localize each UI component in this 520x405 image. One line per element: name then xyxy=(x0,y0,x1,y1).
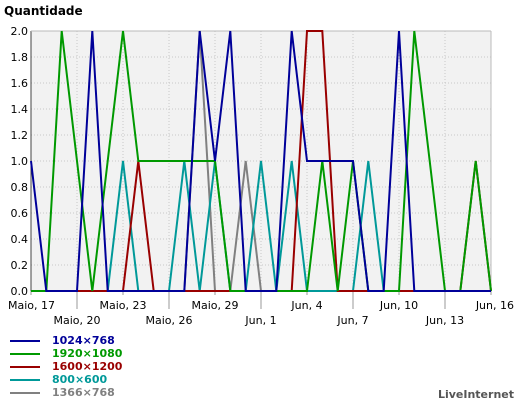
y-tick-label: 0.2 xyxy=(11,259,29,272)
x-tick-label: Maio, 17 xyxy=(8,299,55,312)
series-line-1024-768 xyxy=(30,30,491,292)
legend-item: 800×600 xyxy=(10,373,122,386)
y-tick-label: 0.0 xyxy=(11,285,29,298)
credit-text: LiveInternet xyxy=(437,388,514,401)
y-tick-label: 1.2 xyxy=(11,129,29,142)
chart-legend: 1024×768 1920×1080 1600×1200 800×600 1366×76… xyxy=(10,334,122,399)
x-tick-label: Maio, 23 xyxy=(99,299,146,312)
x-tick-label: Maio, 20 xyxy=(53,314,100,327)
y-tick-label: 1.8 xyxy=(11,51,29,64)
legend-item: 1366×768 xyxy=(10,386,122,399)
legend-swatch xyxy=(10,391,40,394)
x-tick-label: Jun, 13 xyxy=(425,314,464,327)
legend-item: 1024×768 xyxy=(10,334,122,347)
chart-plot: 0.0 0.2 0.4 0.6 0.8 1.0 1.2 1.4 1.6 1.8 2.0 Maio, 1… xyxy=(8,25,514,327)
legend-label: 800×600 xyxy=(52,373,108,386)
y-tick-label: 1.6 xyxy=(11,77,29,90)
x-tick-label: Jun, 7 xyxy=(336,314,368,327)
legend-swatch xyxy=(10,352,40,355)
legend-label: 1920×1080 xyxy=(52,347,123,360)
legend-label: 1600×1200 xyxy=(52,360,123,373)
legend-swatch xyxy=(10,339,40,342)
legend-label: 1366×768 xyxy=(52,386,115,399)
legend-item: 1600×1200 xyxy=(10,360,122,373)
chart-title: Quantidade xyxy=(4,4,83,18)
x-tick-label: Maio, 26 xyxy=(145,314,192,327)
y-tick-label: 2.0 xyxy=(11,25,29,38)
x-tick-label: Maio, 29 xyxy=(191,299,238,312)
x-tick-label: Jun, 16 xyxy=(475,299,514,312)
legend-swatch xyxy=(10,378,40,381)
x-tick-label: Jun, 10 xyxy=(379,299,418,312)
y-tick-label: 0.8 xyxy=(11,181,29,194)
x-tick-label: Jun, 1 xyxy=(244,314,276,327)
legend-label: 1024×768 xyxy=(52,334,115,347)
y-tick-label: 0.6 xyxy=(11,207,29,220)
y-tick-label: 0.4 xyxy=(11,233,29,246)
legend-item: 1920×1080 xyxy=(10,347,122,360)
x-tick-label: Jun, 4 xyxy=(290,299,322,312)
y-tick-label: 1.0 xyxy=(11,155,29,168)
legend-swatch xyxy=(10,365,40,368)
y-tick-label: 1.4 xyxy=(11,103,29,116)
